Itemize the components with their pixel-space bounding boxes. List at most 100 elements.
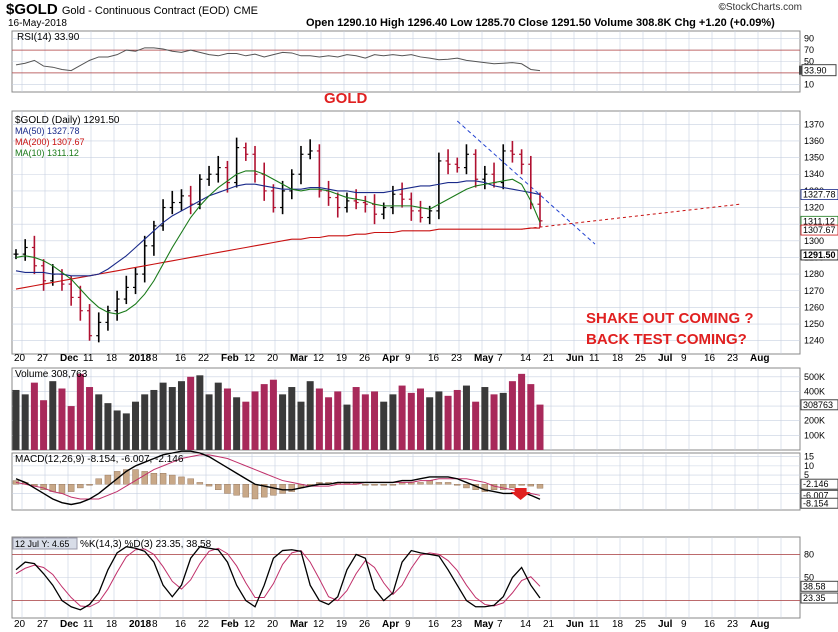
x-tick-label-bottom: 23 [727, 619, 739, 630]
macd-histogram-bar [123, 469, 130, 485]
sto-value-tag-text: 23.35 [803, 593, 826, 603]
x-tick-label-top: 18 [106, 353, 118, 364]
volume-bar [214, 382, 222, 450]
x-tick-label-top: 18 [612, 353, 624, 364]
macd-histogram-bar [435, 482, 443, 485]
volume-bar [251, 391, 259, 450]
volume-bar [288, 387, 296, 450]
rsi-line [15, 47, 541, 72]
volume-bar [518, 373, 526, 450]
macd-histogram-bar [362, 484, 369, 486]
sto-value-tag [800, 580, 838, 592]
sto-overlay-text: 12 Jul Y: 4.65 [15, 539, 69, 549]
macd-histogram-bar [417, 482, 424, 485]
volume-bar [30, 382, 38, 450]
ma200-projection-line [521, 203, 741, 230]
volume-bar [49, 381, 57, 450]
macd-histogram-bar [527, 484, 535, 487]
macd-histogram-bar [509, 484, 516, 489]
x-tick-label-bottom: 25 [635, 619, 647, 630]
ma50-line [15, 180, 541, 277]
x-tick-label-bottom: 18 [106, 619, 118, 630]
x-tick-label-top: 12 [313, 353, 325, 364]
volume-bar [159, 382, 167, 450]
x-tick-label-top: Jul [658, 353, 673, 364]
volume-bar [260, 384, 268, 450]
x-tick-label-bottom: 9 [681, 619, 687, 630]
volume-bar [113, 410, 121, 450]
macd-histogram-bar [215, 484, 222, 490]
sto-tick-label: 50 [804, 573, 814, 583]
volume-bar [536, 404, 544, 450]
macd-histogram-bar [187, 478, 194, 485]
x-tick-label-top: 12 [244, 353, 256, 364]
volume-bar [242, 401, 250, 450]
x-tick-label-top: 22 [198, 353, 210, 364]
x-tick-label-bottom: 20 [267, 619, 279, 630]
macd-histogram-bar [205, 484, 213, 487]
x-tick-label-bottom: May [474, 619, 494, 630]
volume-bar [279, 394, 287, 450]
sto-title: %K(14,3) %D(3) 23.35, 38.58 [80, 539, 212, 550]
macd-histogram-bar [77, 484, 84, 489]
price-axis-tag [800, 249, 838, 261]
x-tick-label-top: 2018 [129, 353, 152, 364]
x-tick-label-top: 26 [359, 353, 371, 364]
macd-histogram-bar [95, 478, 102, 485]
x-tick-label-top: Mar [290, 353, 308, 364]
macd-tick-label: 15 [804, 452, 814, 462]
volume-bar [150, 389, 158, 450]
volume-bar [95, 394, 103, 450]
x-tick-label-bottom: 8 [152, 619, 158, 630]
macd-histogram-bar [224, 484, 231, 494]
volume-bar [380, 401, 388, 450]
macd-histogram-bar [86, 484, 93, 486]
rsi-marker [799, 65, 802, 75]
volume-bar [343, 404, 351, 450]
volume-value-tag [800, 399, 838, 411]
header-ohlc: Open 1290.10 High 1296.40 Low 1285.70 Cl… [306, 17, 775, 29]
volume-bar [352, 387, 360, 450]
x-tick-label-bottom: 18 [612, 619, 624, 630]
x-tick-label-bottom: 21 [543, 619, 555, 630]
volume-bar [416, 388, 424, 450]
rsi-tick-label: 70 [804, 45, 814, 55]
macd-histogram-bar [536, 484, 544, 489]
x-tick-label-bottom: 22 [198, 619, 210, 630]
brand-logo: ©StockCharts.com [718, 2, 802, 13]
x-tick-label-top: Jun [566, 353, 584, 364]
x-tick-label-bottom: 7 [497, 619, 503, 630]
macd-histogram-bar [150, 473, 158, 485]
x-tick-label-top: May [474, 353, 494, 364]
macd-title: MACD(12,26,9) -8.154, -6.007, -2.146 [15, 454, 184, 465]
x-tick-label-bottom: Feb [221, 619, 239, 630]
macd-histogram-bar [58, 484, 66, 494]
volume-bar [453, 389, 461, 450]
x-tick-label-bottom: 2018 [129, 619, 152, 630]
price-tick-label: 1250 [804, 319, 824, 329]
macd-histogram-bar [132, 469, 139, 485]
price-axis-tag-text: 1327.78 [803, 190, 836, 200]
volume-bar [187, 376, 195, 450]
ma-legend-item: MA(200) 1307.67 [15, 137, 85, 147]
macd-histogram-bar [306, 484, 314, 486]
x-tick-label-top: Dec [60, 353, 79, 364]
x-tick-label-top: 27 [37, 353, 49, 364]
price-title: $GOLD (Daily) 1291.50 [15, 115, 120, 126]
price-axis-tag [800, 189, 838, 200]
x-tick-label-top: 11 [589, 353, 600, 364]
macd-histogram-bar [426, 480, 433, 485]
x-tick-label-top: Aug [750, 353, 769, 364]
volume-bar [435, 391, 443, 450]
macd-histogram-bar [159, 473, 167, 485]
x-tick-label-top: 25 [635, 353, 647, 364]
x-tick-label-bottom: 26 [359, 619, 371, 630]
volume-bar [508, 381, 516, 450]
volume-bar [306, 381, 314, 450]
gold-label: GOLD [324, 90, 367, 107]
price-tick-label: 1320 [804, 203, 824, 213]
price-tick-label: 1270 [804, 286, 824, 296]
x-tick-label-top: Apr [382, 353, 399, 364]
volume-bar [334, 391, 342, 450]
volume-bar [499, 392, 507, 450]
